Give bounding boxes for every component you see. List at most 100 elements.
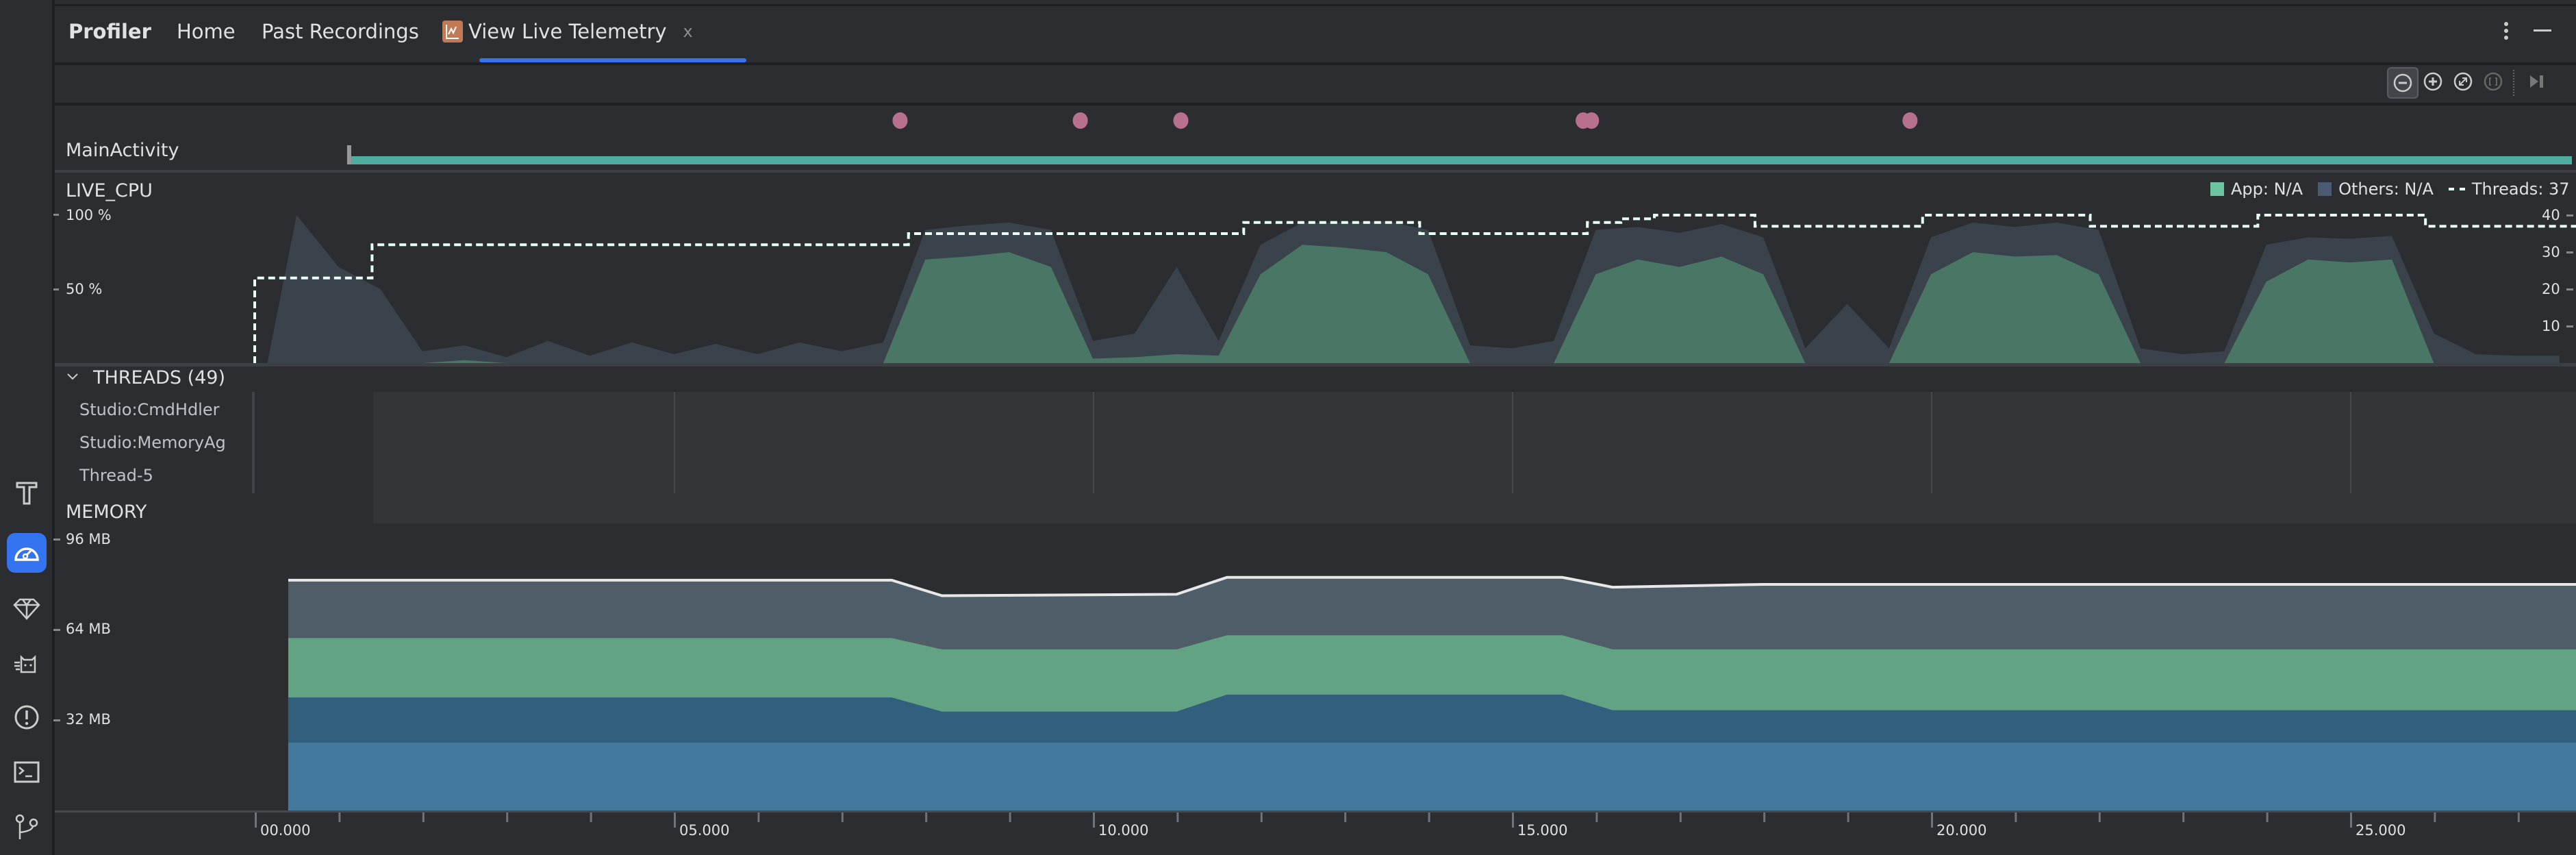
- time-axis-label: 20.000: [1936, 822, 1987, 839]
- thread-list-splitter: [252, 392, 255, 493]
- threads-legend-label: Threads: 37: [2471, 179, 2570, 199]
- time-tick: [1176, 813, 1179, 822]
- threads-legend-swatch: [2448, 188, 2465, 190]
- thread-gridline: [1093, 392, 1094, 493]
- tab-past-recordings[interactable]: Past Recordings: [262, 20, 419, 43]
- close-tab-icon[interactable]: x: [683, 22, 693, 41]
- app-legend-label: App: N/A: [2231, 179, 2303, 199]
- activity-start-marker: [346, 145, 351, 164]
- profiler-icon: [14, 547, 39, 561]
- zoom-to-selection-icon: [2484, 72, 2503, 91]
- app-legend-swatch: [2210, 182, 2224, 196]
- time-tick: [2350, 813, 2352, 828]
- cpu-title: LIVE_CPU: [66, 180, 153, 201]
- tab-home[interactable]: Home: [177, 20, 236, 43]
- active-tab-indicator: [479, 58, 746, 62]
- time-tick: [2182, 813, 2185, 822]
- zoom-in-button[interactable]: [2419, 67, 2447, 96]
- go-live-icon: [2530, 75, 2543, 88]
- git-tool-button[interactable]: [7, 807, 47, 847]
- y-tick-mark: [53, 214, 59, 216]
- git-icon: [15, 814, 38, 839]
- tab-bar: Profiler Home Past Recordings View Live …: [55, 4, 2576, 65]
- interaction-event-dot[interactable]: [1902, 112, 1918, 129]
- threads-y-tick: 40: [2542, 207, 2560, 223]
- time-tick: [255, 813, 257, 828]
- others-legend-swatch: [2318, 182, 2332, 196]
- thread-row-label[interactable]: Studio:CmdHdler: [79, 400, 220, 419]
- threads-header[interactable]: THREADS (49): [66, 367, 225, 388]
- time-tick: [2266, 813, 2269, 822]
- time-tick: [1344, 813, 1347, 822]
- memory-y-tick: 96 MB: [66, 531, 111, 547]
- memory-y-tick: 64 MB: [66, 621, 111, 637]
- profiler-toolbar: [55, 63, 2576, 106]
- time-axis-label: 10.000: [1098, 822, 1149, 839]
- cat-tool-button[interactable]: [7, 643, 47, 682]
- time-tick: [1093, 813, 1095, 828]
- chevron-down-icon[interactable]: [66, 371, 79, 384]
- time-axis-line: [55, 810, 2576, 813]
- time-tick: [1763, 813, 1766, 822]
- zoom-out-button[interactable]: [2387, 67, 2419, 99]
- y2-tick-mark: [2566, 288, 2573, 290]
- interaction-event-dot[interactable]: [1072, 112, 1088, 129]
- build-icon: [16, 482, 38, 505]
- problems-icon: [14, 705, 39, 730]
- divider: [55, 363, 2576, 367]
- gem-tool-button[interactable]: [7, 588, 47, 628]
- profiler-tool-button[interactable]: [7, 533, 47, 573]
- time-tick: [2517, 813, 2520, 822]
- thread-gridline: [1512, 392, 1513, 493]
- y-tick-mark: [53, 288, 59, 290]
- threads-y-tick: 20: [2542, 281, 2560, 297]
- time-tick: [422, 813, 425, 822]
- time-tick: [1512, 813, 1514, 828]
- thread-timeline-area: [373, 392, 2576, 523]
- tab-view-live-telemetry[interactable]: View Live Telemetry x: [442, 20, 693, 43]
- interaction-event-dot[interactable]: [1173, 112, 1189, 129]
- cpu-legend: App: N/A Others: N/A Threads: 37: [2210, 179, 2570, 199]
- time-tick: [1847, 813, 1849, 822]
- y-tick-mark: [53, 719, 60, 721]
- build-tool-button[interactable]: [7, 473, 47, 512]
- time-tick: [674, 813, 676, 828]
- thread-gridline: [2350, 392, 2351, 493]
- reset-zoom-button[interactable]: [2449, 67, 2477, 96]
- time-axis-label: 00.000: [260, 822, 311, 839]
- toolbar-separator: [2513, 70, 2514, 96]
- minimize-icon[interactable]: [2534, 29, 2551, 32]
- go-live-button[interactable]: [2523, 67, 2551, 96]
- cpu-app-area: [267, 245, 2560, 363]
- memory-total-line: [288, 575, 2576, 597]
- time-tick: [2015, 813, 2017, 822]
- time-tick: [2098, 813, 2101, 822]
- time-tick: [1679, 813, 1682, 822]
- time-tick: [841, 813, 844, 822]
- threads-y-tick: 10: [2542, 318, 2560, 334]
- thread-row-label[interactable]: Thread-5: [79, 466, 153, 485]
- memory-layer-area: [288, 743, 2576, 810]
- zoom-to-selection-button[interactable]: [2479, 67, 2508, 96]
- time-tick: [757, 813, 760, 822]
- interaction-event-dot[interactable]: [1584, 112, 1600, 129]
- y2-tick-mark: [2566, 214, 2573, 216]
- time-tick: [506, 813, 509, 822]
- gem-icon: [13, 598, 40, 620]
- terminal-icon: [14, 761, 40, 783]
- problems-tool-button[interactable]: [7, 697, 47, 737]
- cpu-y-tick: 100 %: [66, 207, 112, 223]
- divider: [55, 170, 2576, 173]
- thread-row-label[interactable]: Studio:MemoryAg: [79, 433, 226, 452]
- tab-label: View Live Telemetry: [468, 20, 667, 43]
- time-axis-label: 15.000: [1517, 822, 1568, 839]
- chart-icon: [442, 21, 463, 42]
- terminal-tool-button[interactable]: [7, 752, 47, 792]
- more-vertical-icon[interactable]: [2499, 17, 2513, 47]
- interaction-event-dot[interactable]: [892, 112, 908, 129]
- others-legend-label: Others: N/A: [2338, 179, 2434, 199]
- profiler-title: Profiler: [68, 20, 151, 43]
- time-tick: [1595, 813, 1598, 822]
- main-activity-bar: [351, 156, 2573, 164]
